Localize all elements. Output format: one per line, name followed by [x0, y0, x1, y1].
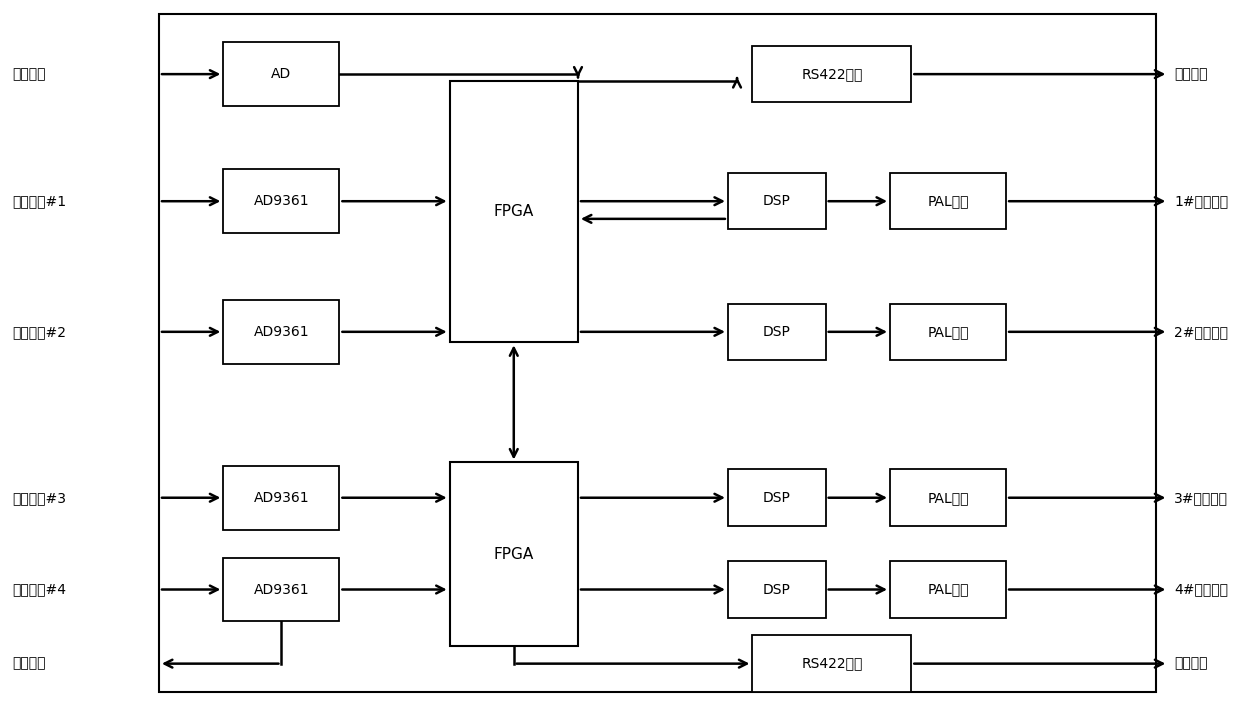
Bar — [890, 173, 1006, 229]
Text: AD9361: AD9361 — [254, 582, 310, 597]
Bar — [727, 173, 825, 229]
Text: PAL输出: PAL输出 — [927, 582, 969, 597]
Text: FPGA: FPGA — [493, 204, 534, 220]
Text: 检波电平: 检波电平 — [12, 67, 46, 81]
Text: AD9361: AD9361 — [254, 491, 310, 505]
Bar — [727, 561, 825, 618]
Text: DSP: DSP — [763, 582, 790, 597]
Text: FPGA: FPGA — [493, 546, 534, 562]
Bar — [890, 304, 1006, 360]
Text: DSP: DSP — [763, 491, 790, 505]
Bar — [223, 169, 339, 233]
Bar — [890, 469, 1006, 526]
Text: RS422接口: RS422接口 — [802, 657, 862, 671]
Text: 上行信号: 上行信号 — [12, 657, 46, 671]
Text: PAL输出: PAL输出 — [927, 325, 969, 339]
Text: DSP: DSP — [763, 325, 790, 339]
Text: PAL输出: PAL输出 — [927, 194, 969, 208]
Text: AD: AD — [271, 67, 291, 81]
Text: 下行信号#3: 下行信号#3 — [12, 491, 66, 505]
Bar — [450, 81, 579, 342]
Bar — [223, 42, 339, 106]
Bar — [727, 304, 825, 360]
Bar — [223, 466, 339, 530]
Text: 控制设备: 控制设备 — [1175, 657, 1208, 671]
Text: AD9361: AD9361 — [254, 325, 310, 339]
Text: RS422接口: RS422接口 — [802, 67, 862, 81]
Text: 下行信号#2: 下行信号#2 — [12, 325, 66, 339]
Text: PAL输出: PAL输出 — [927, 491, 969, 505]
Text: 下行信号#1: 下行信号#1 — [12, 194, 67, 208]
Text: 1#图像显示: 1#图像显示 — [1175, 194, 1229, 208]
Bar — [752, 635, 912, 692]
Text: DSP: DSP — [763, 194, 790, 208]
Bar — [752, 46, 912, 102]
Text: 2#图像显示: 2#图像显示 — [1175, 325, 1228, 339]
Bar — [450, 462, 579, 646]
Bar — [223, 300, 339, 364]
Bar — [159, 14, 1156, 692]
Text: 下行信号#4: 下行信号#4 — [12, 582, 66, 597]
Bar — [223, 558, 339, 621]
Bar — [727, 469, 825, 526]
Text: AD9361: AD9361 — [254, 194, 310, 208]
Text: 4#图像显示: 4#图像显示 — [1175, 582, 1228, 597]
Bar — [890, 561, 1006, 618]
Text: 控制设备: 控制设备 — [1175, 67, 1208, 81]
Text: 3#图像显示: 3#图像显示 — [1175, 491, 1228, 505]
